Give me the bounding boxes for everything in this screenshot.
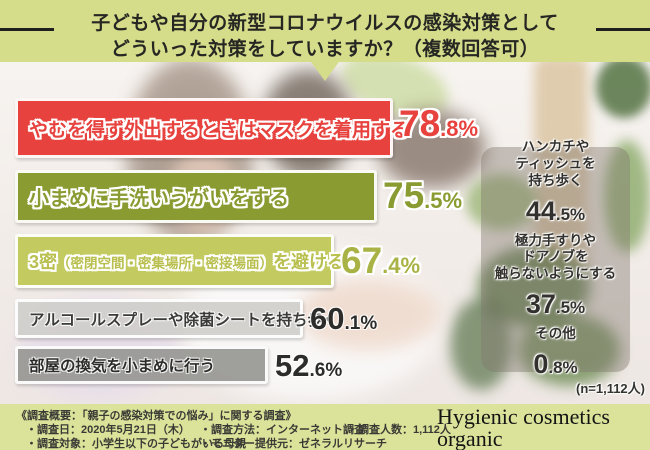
value-frac: .5% (555, 298, 586, 318)
side-item-value: 44.5% (526, 196, 585, 227)
bar-value-mask: 78.8% (399, 103, 478, 145)
value-int: 67 (341, 240, 383, 281)
bar-label-paren: （密閉空間・密集場所・密接場面） (57, 256, 274, 271)
decorative-line-right (596, 28, 650, 31)
value-frac: .4% (382, 253, 421, 278)
survey-monitor: ・モニター提供元：ゼネラルリサーチ (200, 438, 387, 450)
bar-label: やむを得ず外出するときはマスクを着用する (29, 119, 410, 141)
brand-line2: organic (437, 426, 503, 450)
title-band-pointer (311, 62, 339, 81)
survey-date: ・調査日：2020年5月21日（木） (26, 424, 190, 436)
bar-handwash: 小まめに手洗いうがいをする (15, 170, 377, 223)
survey-target: ・調査対象：小学生以下の子どもがいる母親 (26, 438, 246, 450)
side-item-label: ハンカチや ティッシュを 持ち歩く (515, 138, 596, 188)
value-int: 37 (525, 289, 556, 320)
bar-label: 小まめに手洗いうがいをする (29, 188, 289, 210)
value-int: 0 (533, 349, 549, 380)
bar-avoid-3mitsu: 3密（密閉空間・密集場所・密接場面）を避ける (15, 234, 345, 288)
title-band (0, 0, 650, 62)
side-item-value: 0.8% (533, 349, 577, 380)
brand-line1: Hygienic cosmetics (437, 404, 610, 429)
value-int: 44 (525, 195, 556, 226)
decorative-line-left (0, 28, 54, 31)
side-item-label: 極力手すりや ドアノブを 触らないようにする (494, 232, 617, 282)
bar-label-head: 3密 (29, 252, 58, 272)
value-frac: .5% (555, 204, 586, 224)
bar-ventilation: 部屋の換気を小まめに行う (15, 346, 268, 384)
bar-label-tail: を避ける (273, 252, 346, 272)
value-int: 60 (310, 301, 345, 336)
value-frac: .8% (440, 116, 479, 141)
value-frac: .6% (309, 360, 343, 381)
value-frac: .8% (548, 358, 578, 378)
bar-label: 3密（密閉空間・密集場所・密接場面）を避ける (18, 248, 345, 274)
survey-overview-header: 《調査概要：「親子の感染対策での悩み」に関する調査》 (16, 410, 297, 422)
page-title-line2: どういった対策をしていますか？（複数回答可） (110, 39, 540, 60)
bar-value-alcohol: 60.1% (310, 301, 377, 337)
bar-value-3mitsu: 67.4% (341, 240, 420, 282)
bar-alcohol-spray: アルコールスプレーや除菌シートを持ち歩く (15, 299, 339, 338)
leaf-shape (596, 56, 650, 118)
value-frac: .5% (424, 188, 463, 213)
bar-label: 部屋の換気を小まめに行う (29, 358, 216, 375)
bar-value-ventilation: 52.6% (275, 348, 342, 384)
value-int: 52 (275, 348, 310, 383)
side-item-value: 37.5% (526, 289, 585, 320)
page-title-line1: 子どもや自分の新型コロナウイルスの感染対策として (91, 13, 559, 34)
side-item-label: その他 (535, 326, 576, 342)
survey-overview-band: 《調査概要：「親子の感染対策での悩み」に関する調査》 ・調査日：2020年5月2… (0, 404, 650, 450)
bar-mask: やむを得ず外出するときはマスクを着用する (15, 98, 409, 158)
value-int: 78 (399, 103, 441, 144)
sample-size-note: (n=1,112人) (575, 381, 645, 396)
survey-method: ・調査方法：インターネット調査 (200, 424, 365, 436)
bar-value-handwash: 75.5% (383, 175, 462, 217)
secondary-results-panel: ハンカチや ティッシュを 持ち歩く 44.5% 極力手すりや ドアノブを 触らな… (481, 139, 630, 379)
value-int: 75 (383, 175, 425, 216)
bar-label: アルコールスプレーや除菌シートを持ち歩く (29, 311, 339, 329)
survey-count: ・調査人数：1,112人 (347, 424, 451, 436)
brand-logo-text: Hygienic cosmetics organic (437, 406, 610, 450)
value-frac: .1% (344, 313, 378, 334)
